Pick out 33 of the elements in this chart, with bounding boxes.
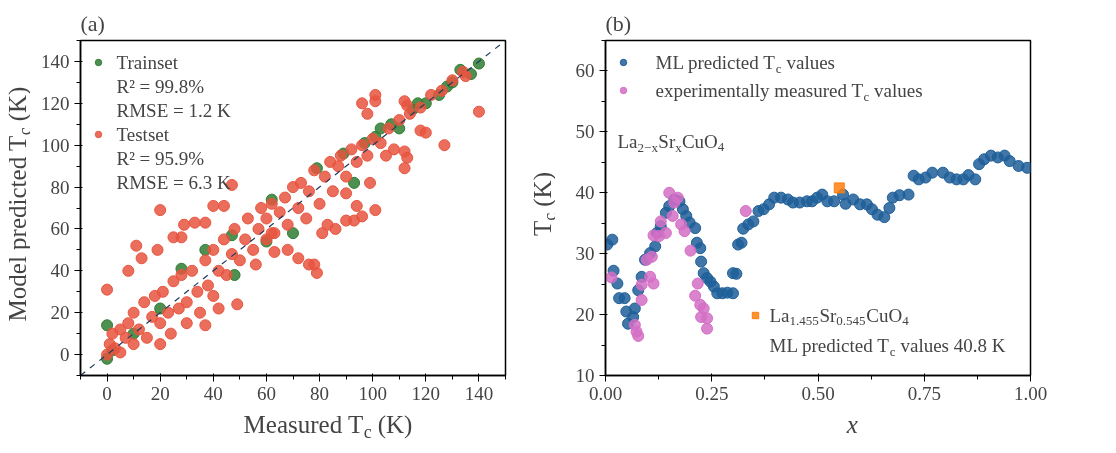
y-tick-label: 20 bbox=[50, 302, 70, 324]
y-tick-label: 50 bbox=[575, 121, 595, 143]
annotation: R² = 95.9% bbox=[116, 148, 205, 169]
chart-title: (a) bbox=[80, 10, 105, 36]
x-tick-label: 1.00 bbox=[1013, 382, 1048, 404]
y-tick-label: 100 bbox=[41, 134, 70, 156]
x-axis-title: x bbox=[845, 411, 858, 438]
y-tick-label: 80 bbox=[50, 176, 70, 198]
x-tick-label: 140 bbox=[464, 382, 494, 404]
y-tick-label: 30 bbox=[575, 243, 595, 265]
chart-title: (b) bbox=[605, 10, 632, 36]
x-tick-label: 100 bbox=[358, 382, 387, 404]
y-tick-label: 40 bbox=[50, 260, 70, 282]
x-tick-label: 0.50 bbox=[801, 382, 835, 404]
annotation: RMSE = 1.2 K bbox=[116, 100, 231, 121]
y-tick-label: 120 bbox=[41, 92, 70, 114]
x-tick-label: 80 bbox=[310, 382, 330, 404]
x-tick-label: 0.25 bbox=[695, 382, 729, 404]
x-tick-label: 0.75 bbox=[907, 382, 941, 404]
y-tick-label: 60 bbox=[575, 60, 595, 82]
legend-label: Testset bbox=[116, 124, 170, 145]
x-tick-label: 40 bbox=[203, 382, 223, 404]
x-tick-label: 60 bbox=[256, 382, 276, 404]
y-tick-label: 140 bbox=[41, 50, 70, 72]
x-tick-label: 20 bbox=[150, 382, 170, 404]
x-tick-label: 0 bbox=[102, 382, 112, 404]
legend-label: Trainset bbox=[116, 52, 179, 73]
y-tick-label: 60 bbox=[50, 218, 70, 240]
y-tick-label: 40 bbox=[575, 182, 595, 204]
annotation: R² = 99.8% bbox=[116, 76, 205, 97]
y-tick-label: 20 bbox=[575, 304, 595, 326]
x-tick-label: 120 bbox=[411, 382, 441, 404]
y-tick-label: 0 bbox=[60, 344, 70, 366]
